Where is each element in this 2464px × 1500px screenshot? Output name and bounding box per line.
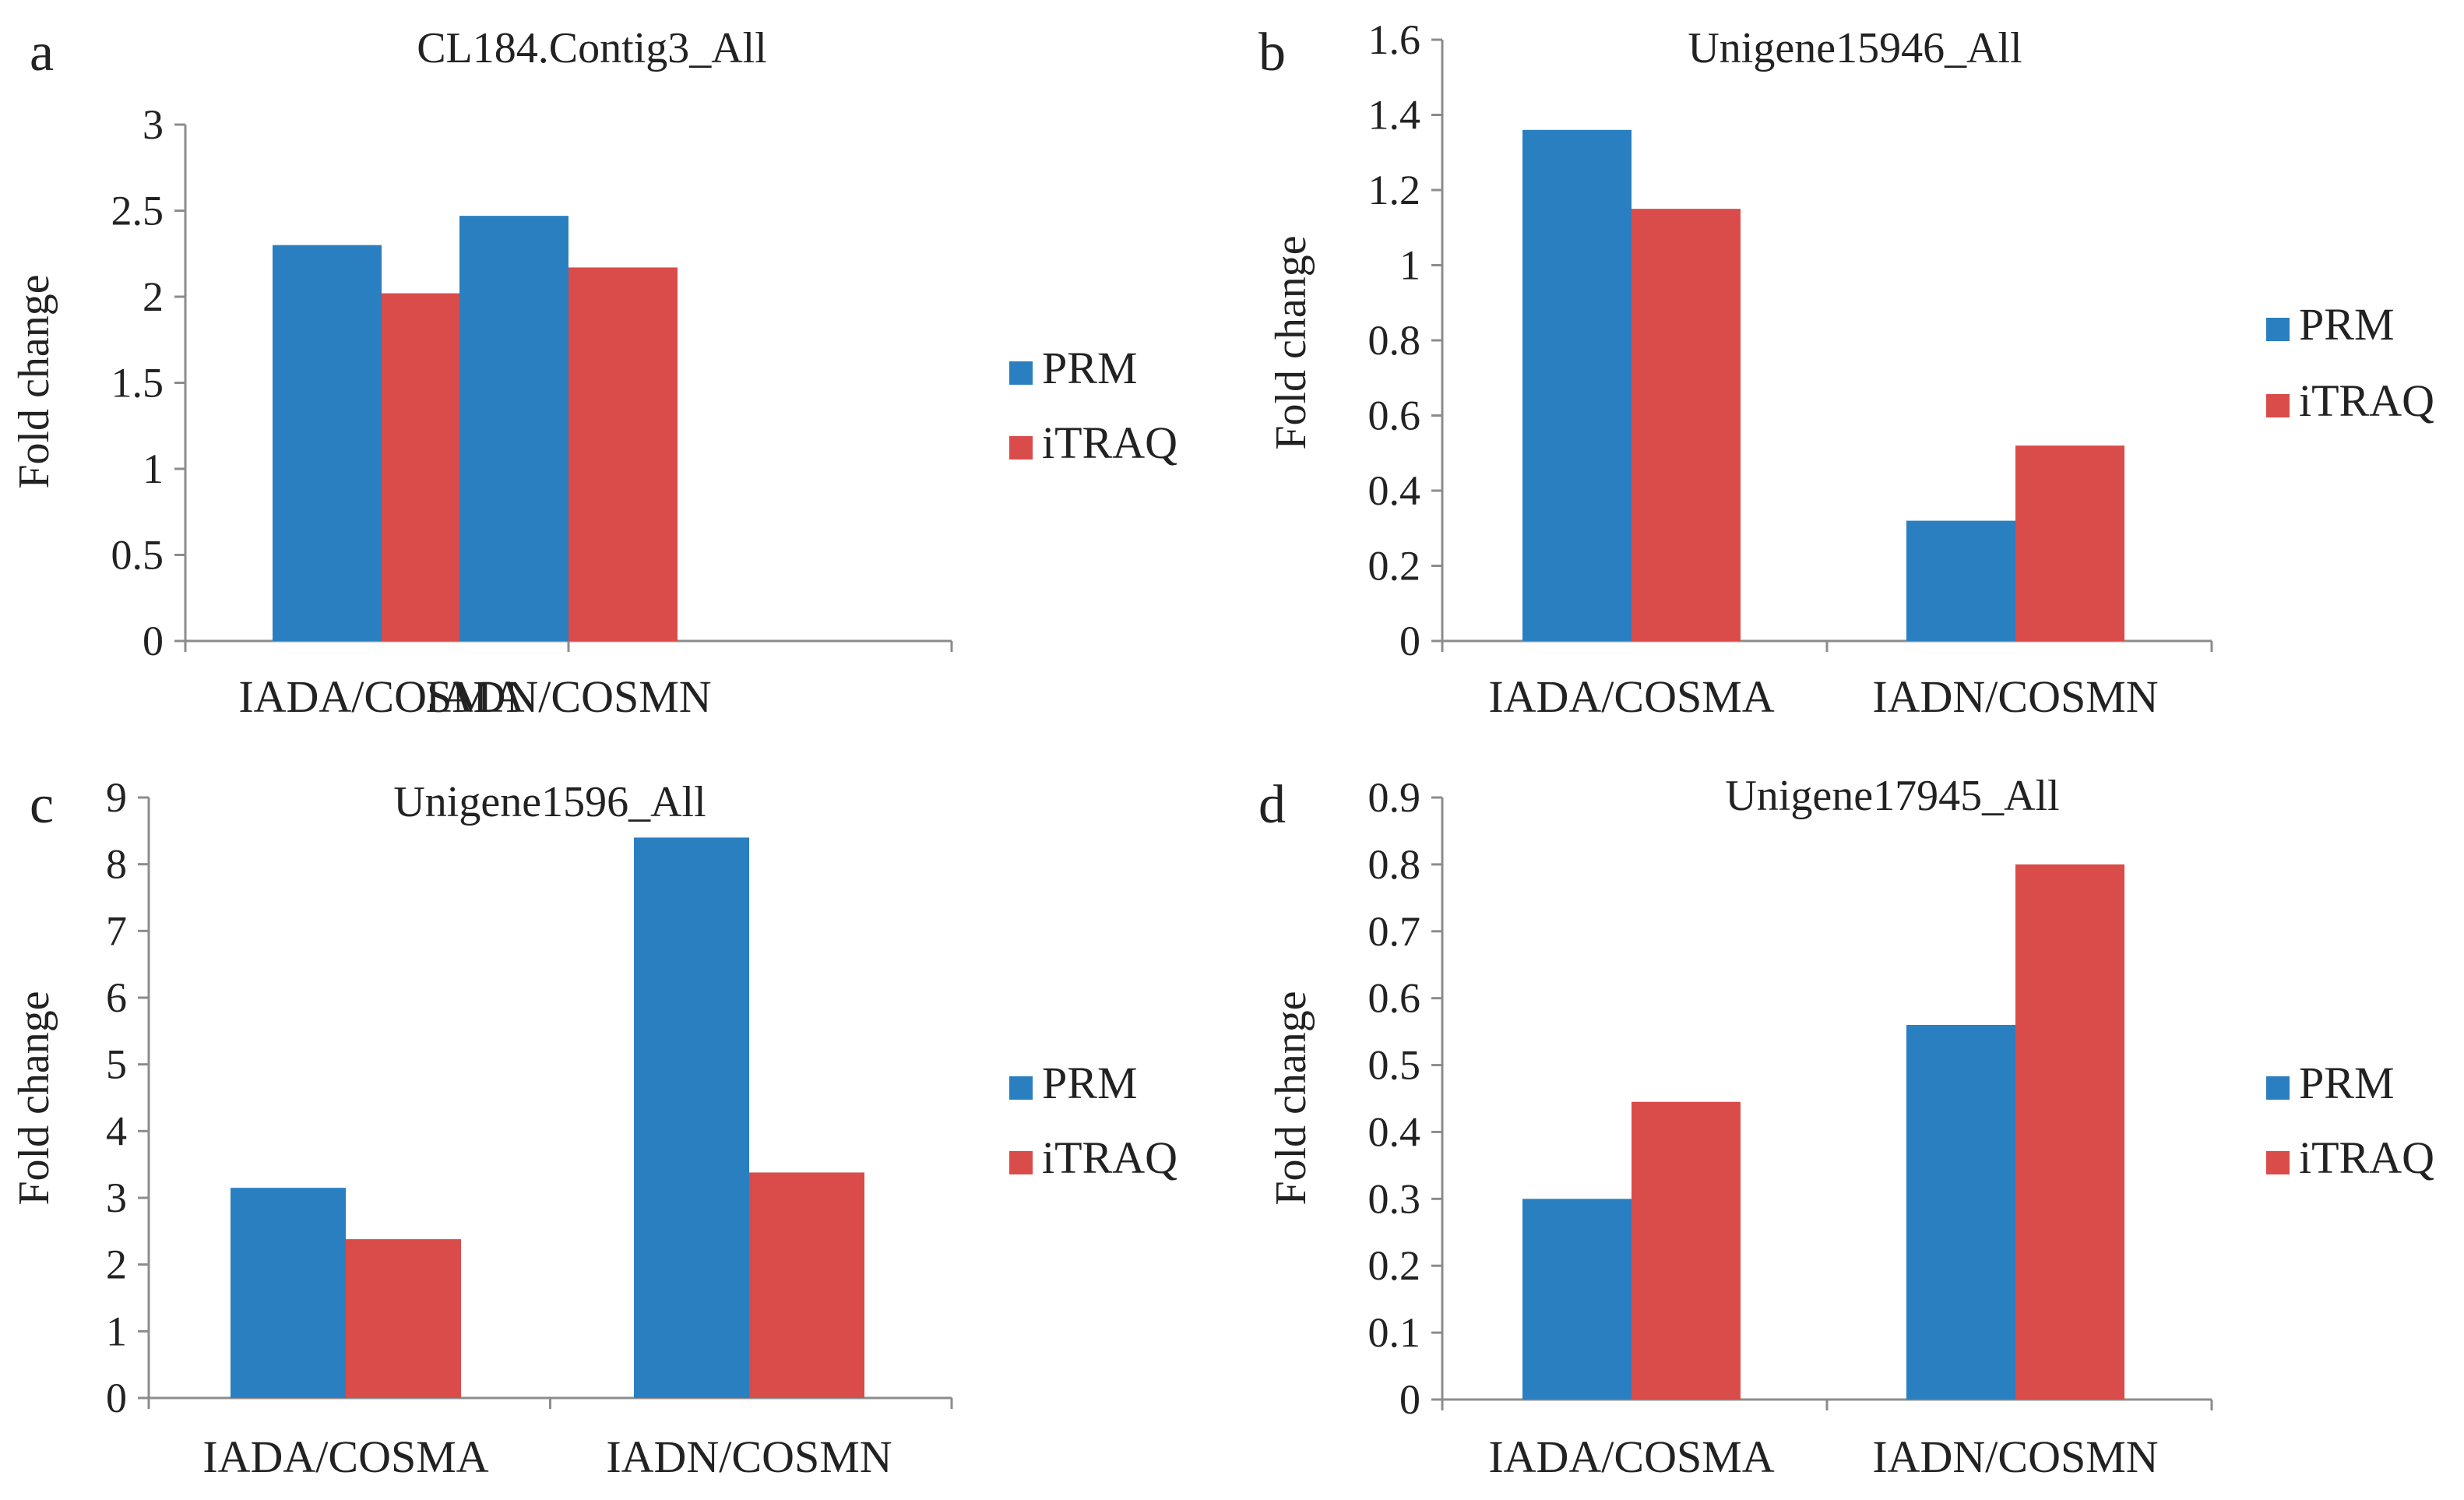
bar-itraq-2 — [2015, 445, 2124, 641]
y-axis-label: Fold change — [10, 991, 58, 1205]
chart-title: CL184.Contig3_All — [417, 24, 767, 72]
y-tick-label: 7 — [106, 907, 127, 954]
y-tick-label: 0 — [1399, 618, 1420, 664]
y-tick-label: 0.5 — [1368, 1042, 1421, 1089]
x-category-label: IADA/COSMA — [238, 671, 524, 722]
legend-label-prm: PRM — [2299, 1058, 2395, 1108]
legend: PRM iTRAQ — [2266, 1058, 2434, 1183]
y-tick-label: 2.5 — [111, 188, 164, 234]
bar-itraq-1 — [346, 1239, 461, 1398]
y-tick-label: 1.4 — [1368, 92, 1421, 139]
y-tick-label: 3 — [143, 101, 164, 148]
y-tick-label: 0 — [106, 1375, 127, 1421]
y-tick-label: 5 — [106, 1041, 127, 1088]
x-category-label: IADN/COSMN — [1872, 671, 2158, 722]
legend-label-prm: PRM — [1042, 1058, 1138, 1108]
bar-prm-1 — [273, 245, 382, 641]
y-tick-label: 0.4 — [1368, 1108, 1421, 1155]
y-tick-label: 0.8 — [1368, 841, 1421, 888]
legend-label-itraq: iTRAQ — [2299, 1132, 2434, 1183]
x-category-label: IADA/COSMA — [1488, 1431, 1774, 1482]
y-tick-label: 4 — [106, 1107, 127, 1154]
legend-swatch-itraq — [2266, 394, 2290, 417]
x-category-label: IADN/COSMN — [425, 671, 711, 722]
legend-swatch-prm — [1009, 1076, 1033, 1100]
legend-swatch-itraq — [1009, 1151, 1033, 1174]
y-tick-label: 8 — [106, 841, 127, 888]
y-tick-label: 1 — [106, 1308, 127, 1354]
bar-prm-1 — [1522, 129, 1632, 642]
y-tick-label: 0.8 — [1368, 317, 1421, 364]
chart-title: Unigene17945_All — [1725, 772, 2059, 820]
y-tick-label: 9 — [106, 774, 127, 821]
chart-panel-d: d Unigene17945_All Fold change 0 0.1 0.2 0.3 0.… — [1258, 772, 2434, 1482]
bar-prm-2 — [634, 837, 749, 1398]
y-tick-label: 0.9 — [1368, 774, 1421, 821]
y-tick-label: 3 — [106, 1174, 127, 1221]
chart-title: Unigene15946_All — [1688, 24, 2022, 72]
bar-itraq-1 — [1632, 1101, 1741, 1400]
bar-prm-1 — [1522, 1199, 1632, 1400]
legend-swatch-prm — [1009, 361, 1033, 385]
y-tick-label: 1.2 — [1368, 167, 1421, 213]
y-tick-label: 0 — [143, 618, 164, 664]
legend: PRM iTRAQ — [1009, 343, 1177, 468]
bar-prm-1 — [231, 1188, 346, 1398]
y-tick-label: 0.7 — [1368, 908, 1421, 955]
bar-itraq-2 — [2015, 864, 2124, 1400]
legend-swatch-itraq — [1009, 436, 1033, 460]
y-tick-label: 0 — [1399, 1376, 1420, 1423]
chart-panel-b: b Unigene15946_All Fold change 0 0.2 0.4 0.6 0.… — [1258, 16, 2434, 722]
y-tick-label: 0.1 — [1368, 1309, 1421, 1356]
y-tick-label: 0.5 — [111, 532, 164, 579]
legend-swatch-prm — [2266, 1076, 2290, 1100]
chart-title: Unigene1596_All — [393, 778, 706, 826]
y-tick-label: 0.3 — [1368, 1175, 1421, 1222]
legend-label-prm: PRM — [1042, 343, 1138, 393]
bar-prm-2 — [1906, 1025, 2015, 1400]
legend-swatch-prm — [2266, 318, 2290, 341]
x-category-label: IADA/COSMA — [1488, 671, 1774, 722]
legend-label-itraq: iTRAQ — [1042, 417, 1177, 468]
y-tick-label: 1.5 — [111, 360, 164, 407]
y-axis-label: Fold change — [10, 274, 58, 488]
y-tick-label: 6 — [106, 974, 127, 1021]
bar-itraq-1 — [1632, 209, 1741, 641]
x-category-label: IADN/COSMN — [1872, 1431, 2158, 1482]
chart-panel-c: c Unigene1596_All Fold change 0 1 2 3 4 5 6 7 8 9 IAD… — [10, 774, 1177, 1482]
bar-itraq-2 — [568, 267, 678, 641]
chart-panel-a: a CL184.Contig3_All Fold change 0 0.5 1 1.5 2 2.… — [10, 23, 1177, 722]
x-category-label: IADN/COSMN — [606, 1431, 892, 1482]
y-tick-label: 1 — [143, 445, 164, 492]
y-tick-label: 0.6 — [1368, 975, 1421, 1022]
legend-label-itraq: iTRAQ — [2299, 375, 2434, 426]
y-tick-label: 0.4 — [1368, 467, 1421, 514]
bar-prm-2 — [459, 216, 568, 641]
bar-prm-2 — [1906, 520, 2015, 641]
panel-letter: d — [1258, 775, 1286, 835]
legend: PRM iTRAQ — [1009, 1058, 1177, 1183]
panel-letter: b — [1258, 23, 1286, 83]
y-tick-label: 0.6 — [1368, 393, 1421, 439]
panel-letter: c — [30, 775, 54, 835]
y-tick-label: 1 — [1399, 242, 1420, 289]
y-tick-label: 0.2 — [1368, 543, 1421, 590]
y-tick-label: 2 — [143, 273, 164, 320]
y-tick-label: 0.2 — [1368, 1242, 1421, 1289]
legend-label-itraq: iTRAQ — [1042, 1132, 1177, 1183]
legend-label-prm: PRM — [2299, 299, 2395, 350]
y-axis-label: Fold change — [1267, 235, 1315, 449]
y-axis-label: Fold change — [1267, 991, 1315, 1205]
bar-itraq-2 — [749, 1172, 864, 1398]
legend-swatch-itraq — [2266, 1151, 2290, 1174]
panel-letter: a — [30, 23, 54, 83]
y-tick-label: 1.6 — [1368, 16, 1421, 63]
legend: PRM iTRAQ — [2266, 299, 2434, 426]
y-tick-label: 2 — [106, 1241, 127, 1288]
x-category-label: IADA/COSMA — [202, 1431, 488, 1482]
